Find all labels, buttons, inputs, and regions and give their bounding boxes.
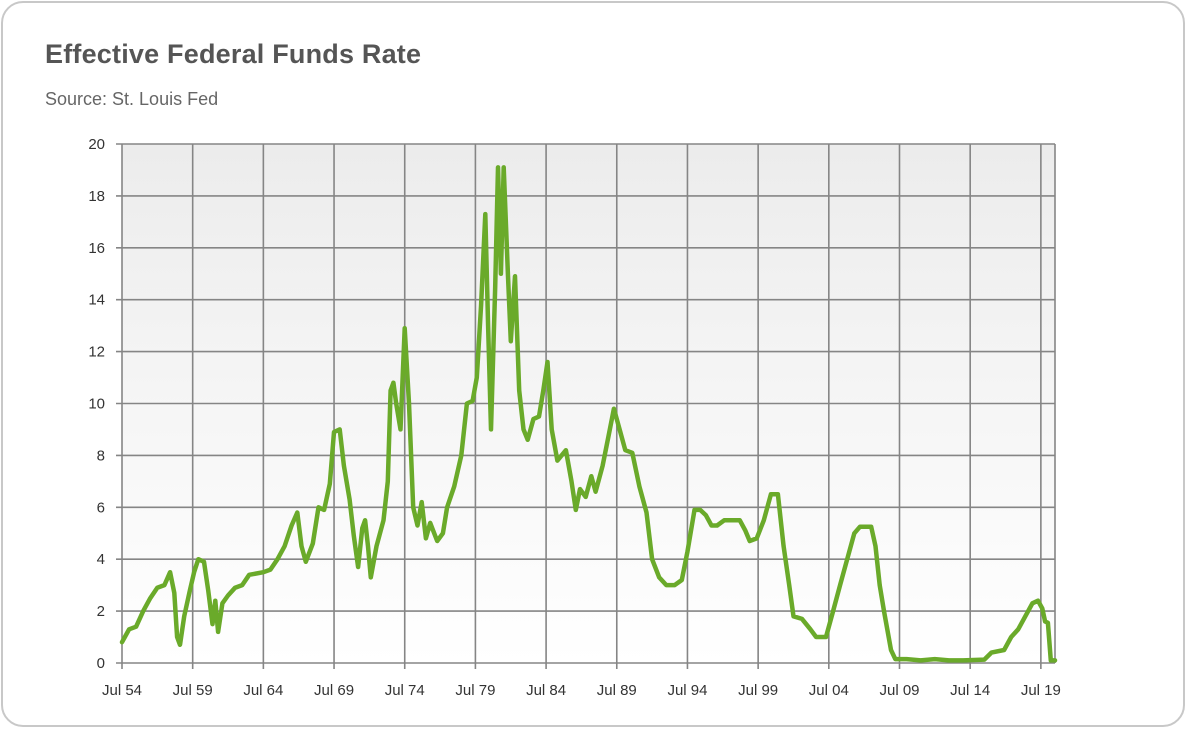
y-tick-label: 2 bbox=[97, 603, 105, 620]
x-tick-label: Jul 99 bbox=[738, 682, 778, 699]
y-tick-label: 16 bbox=[88, 240, 105, 257]
x-tick-label: Jul 79 bbox=[455, 682, 495, 699]
y-tick-label: 0 bbox=[97, 655, 105, 672]
x-tick-label: Jul 69 bbox=[314, 682, 354, 699]
x-tick-label: Jul 74 bbox=[385, 682, 425, 699]
x-tick-label: Jul 84 bbox=[526, 682, 566, 699]
x-tick-label: Jul 19 bbox=[1021, 682, 1061, 699]
y-tick-label: 10 bbox=[88, 396, 105, 413]
y-tick-label: 8 bbox=[97, 447, 105, 464]
y-tick-label: 18 bbox=[88, 188, 105, 205]
x-tick-label: Jul 09 bbox=[879, 682, 919, 699]
x-tick-label: Jul 04 bbox=[809, 682, 849, 699]
y-tick-label: 12 bbox=[88, 344, 105, 361]
y-tick-label: 20 bbox=[88, 136, 105, 153]
series-line-fed-funds-rate bbox=[119, 165, 1058, 663]
y-tick-label: 14 bbox=[88, 292, 105, 309]
y-tick-label: 4 bbox=[97, 551, 105, 568]
x-tick-label: Jul 54 bbox=[102, 682, 142, 699]
x-tick-label: Jul 89 bbox=[597, 682, 637, 699]
x-tick-label: Jul 94 bbox=[667, 682, 707, 699]
chart-title: Effective Federal Funds Rate bbox=[45, 39, 422, 69]
x-tick-label: Jul 59 bbox=[173, 682, 213, 699]
x-tick-label: Jul 14 bbox=[950, 682, 990, 699]
y-tick-label: 6 bbox=[97, 499, 105, 516]
chart-subtitle: Source: St. Louis Fed bbox=[45, 89, 219, 109]
x-tick-label: Jul 64 bbox=[243, 682, 283, 699]
